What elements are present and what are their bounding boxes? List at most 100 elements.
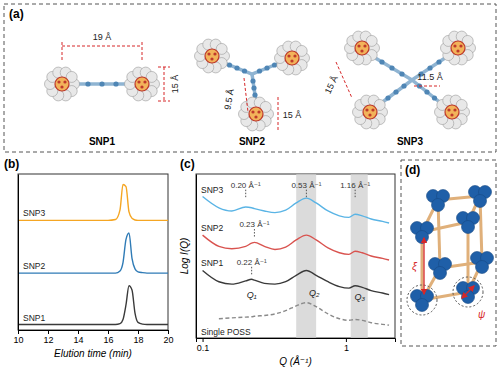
linker-atom [401, 83, 406, 88]
chart-panel: 101214161820(b)Elution time (min)SNP1SNP… [4, 157, 174, 359]
tick: 16 [103, 330, 113, 345]
poss-core [205, 49, 219, 63]
poss-cage [125, 67, 160, 101]
poss-core [249, 107, 263, 121]
annotation-guide [251, 267, 252, 276]
tick: 12 [43, 330, 53, 345]
poss-atom [60, 85, 63, 88]
highlight-band [351, 174, 368, 338]
poss-cage [239, 97, 274, 131]
tick-mark [168, 330, 169, 334]
annotation: 0.23 Å⁻¹ [239, 220, 269, 229]
cluster-sphere [416, 299, 429, 312]
poss-atom [450, 113, 453, 116]
linker-atom [85, 81, 90, 86]
plot-area [18, 185, 168, 325]
series-line [18, 233, 168, 273]
series-label: SNP2 [23, 261, 45, 271]
poss-atom [290, 59, 293, 62]
poss-core [451, 41, 465, 55]
linker-atom [250, 78, 255, 83]
poss-cage [353, 95, 388, 129]
poss-core [135, 77, 149, 91]
poss-cage [195, 39, 230, 73]
y-axis-line [18, 175, 19, 331]
x-axis-line [19, 331, 169, 335]
dimension-label: 15 Å [283, 110, 302, 120]
poss-core [55, 77, 69, 91]
plot-frame [196, 174, 395, 338]
tick-mark [18, 330, 19, 334]
poss-atom [63, 80, 66, 83]
peak-label: Q₃ [355, 292, 366, 302]
linker-atom [399, 71, 404, 76]
series-label: SNP1 [201, 258, 223, 268]
series-line [18, 185, 168, 221]
tick-label: 18 [133, 335, 143, 345]
series-line [203, 270, 390, 294]
dimension-label: 9.5 Å [222, 88, 235, 110]
linker-atom [432, 95, 437, 100]
linker-atom [393, 89, 398, 94]
poss-core [363, 105, 377, 119]
linker-atom [424, 89, 429, 94]
annotation-guide [306, 190, 307, 199]
panel-d-frame [401, 160, 496, 346]
annotation-guide [254, 229, 255, 238]
poss-atom [459, 44, 462, 47]
poss-atom [368, 113, 371, 116]
tick-mark [203, 338, 204, 342]
tick-mark [78, 330, 79, 334]
y-axis-line [196, 175, 197, 339]
series-line [203, 197, 390, 224]
cluster-sphere [474, 195, 487, 208]
poss-atom [371, 108, 374, 111]
tick-label: 14 [73, 335, 83, 345]
symbol-label: ξ [412, 260, 418, 273]
y-axis-title: Log I(Q) [179, 238, 190, 275]
series-label: SNP3 [201, 185, 223, 195]
poss-cage [45, 67, 80, 101]
linker-atom [264, 65, 269, 70]
tick-label: 20 [163, 335, 173, 345]
series-line [18, 286, 168, 325]
tick-label: 12 [43, 335, 53, 345]
dimension-line [278, 97, 279, 131]
molecule-name: SNP1 [89, 136, 116, 147]
poss-atom [251, 110, 254, 113]
poss-atom [213, 52, 216, 55]
linker-atom [99, 81, 104, 86]
dimension-line [142, 42, 143, 62]
poss-atom [456, 49, 459, 52]
poss-atom [363, 44, 366, 47]
molecule: 15 Å11.5 ÅSNP3 [323, 31, 476, 147]
peak-label: Q₂ [309, 288, 320, 298]
poss-atom [257, 110, 260, 113]
poss-cage [441, 31, 476, 65]
linker-atom [251, 85, 256, 90]
cluster-outline [453, 277, 483, 307]
poss-atom [207, 52, 210, 55]
dimension-label: 15 Å [170, 75, 180, 94]
x-axis-title: Elution time (min) [54, 348, 132, 359]
x-axis: 10 12 14 16 18 20 [13, 330, 173, 345]
chart-panel: 0.11(c)Q (Å⁻¹)Log I(Q)SNP3SNP2SNP1Single… [179, 157, 396, 367]
poss-atom [360, 49, 363, 52]
linker-atom [252, 92, 257, 97]
poss-core [285, 51, 299, 65]
linker-atom [427, 65, 432, 70]
dimension-label: 15 Å [323, 74, 340, 95]
panel-a-frame [4, 4, 496, 152]
tick: 10 [13, 330, 23, 345]
poss-atom [453, 108, 456, 111]
dimension-line [62, 42, 63, 62]
series-label: SNP2 [201, 223, 223, 233]
series-label: SNP1 [23, 313, 45, 323]
tick-label: 10 [13, 335, 23, 345]
tick-label: 1 [344, 343, 349, 353]
x-axis-title: Q (Å⁻¹) [279, 355, 312, 367]
tick-mark [108, 330, 109, 334]
linker [380, 80, 442, 104]
arrow [423, 238, 424, 294]
linker-atom [379, 59, 384, 64]
